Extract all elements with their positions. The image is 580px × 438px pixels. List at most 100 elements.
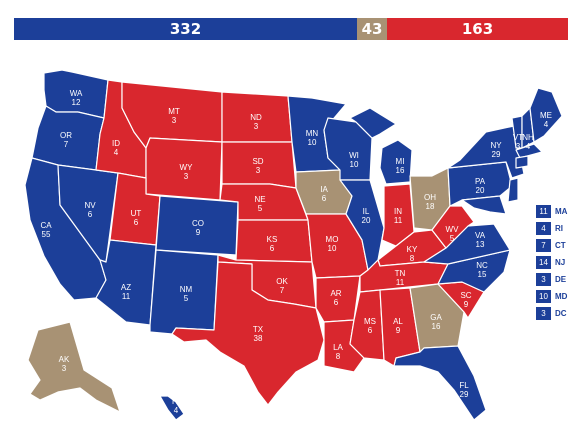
state-ev-ca: 55 <box>42 230 51 239</box>
legend-ev-box: 10 <box>536 290 551 303</box>
state-ev-ia: 6 <box>322 194 327 203</box>
legend-state-code: CT <box>555 241 566 250</box>
legend-ev-box: 14 <box>536 256 551 269</box>
state-label-ca: CA <box>40 221 52 230</box>
legend-state-code: NJ <box>555 258 566 267</box>
state-ev-ak: 3 <box>62 364 67 373</box>
state-label-nd: ND <box>250 113 262 122</box>
state-ev-hi: 4 <box>174 406 179 415</box>
state-ak[interactable] <box>27 321 121 413</box>
state-label-sd: SD <box>252 157 263 166</box>
tally-tossup: 43 <box>357 18 387 40</box>
state-ev-va: 13 <box>476 240 485 249</box>
state-ev-nv: 6 <box>88 210 93 219</box>
state-me[interactable] <box>529 87 563 143</box>
state-hi[interactable] <box>159 395 185 421</box>
state-ev-tn: 11 <box>396 278 405 287</box>
state-label-il: IL <box>363 207 370 216</box>
state-ev-co: 9 <box>196 228 201 237</box>
state-ev-pa: 20 <box>476 186 485 195</box>
state-label-mn: MN <box>306 129 319 138</box>
small-states-legend: 11 MA 4 RI 7 CT 14 NJ 3 DE 10 MD 3 DC <box>536 204 567 323</box>
state-label-ms: MS <box>364 317 376 326</box>
state-ev-ar: 6 <box>334 298 339 307</box>
state-label-vt: VT <box>513 133 523 142</box>
state-ev-wy: 3 <box>184 172 189 181</box>
state-label-al: AL <box>393 317 403 326</box>
state-label-ut: UT <box>131 209 142 218</box>
state-ev-nm: 5 <box>184 294 189 303</box>
state-label-mt: MT <box>168 107 180 116</box>
legend-ev-box: 3 <box>536 307 551 320</box>
state-ma[interactable] <box>515 143 543 159</box>
state-ev-ky: 8 <box>410 254 415 263</box>
legend-row-ma[interactable]: 11 MA <box>536 204 567 219</box>
state-label-ks: KS <box>267 235 278 244</box>
state-label-ky: KY <box>407 245 418 254</box>
state-tx[interactable] <box>171 261 325 406</box>
state-ev-mi: 16 <box>396 166 405 175</box>
state-ev-ms: 6 <box>368 326 373 335</box>
state-label-sc: SC <box>460 291 471 300</box>
state-ev-il: 20 <box>362 216 371 225</box>
electoral-tally-bar: 332 43 163 <box>14 18 568 40</box>
state-ev-wv: 5 <box>450 234 455 243</box>
state-label-ny: NY <box>490 141 502 150</box>
state-label-wv: WV <box>446 225 460 234</box>
state-label-ok: OK <box>276 277 288 286</box>
tally-rep: 163 <box>387 18 568 40</box>
legend-state-code: MD <box>555 292 568 301</box>
state-label-ne: NE <box>254 195 265 204</box>
state-md[interactable] <box>461 195 507 215</box>
state-ev-tx: 38 <box>254 334 263 343</box>
state-ev-ny: 29 <box>492 150 501 159</box>
state-ev-or: 7 <box>64 140 69 149</box>
state-label-va: VA <box>475 231 486 240</box>
state-label-ga: GA <box>430 313 442 322</box>
state-label-pa: PA <box>475 177 486 186</box>
state-ev-la: 8 <box>336 352 341 361</box>
state-ev-wa: 12 <box>72 98 81 107</box>
legend-state-code: MA <box>555 207 568 216</box>
state-label-la: LA <box>333 343 343 352</box>
state-label-ia: IA <box>320 185 328 194</box>
state-label-mo: MO <box>326 235 339 244</box>
state-ev-vt: 3 <box>516 142 521 151</box>
state-ct[interactable] <box>515 155 529 169</box>
legend-row-ri[interactable]: 4 RI <box>536 221 567 236</box>
state-ev-wi: 10 <box>350 160 359 169</box>
state-label-nc: NC <box>476 261 488 270</box>
state-ev-al: 9 <box>396 326 401 335</box>
state-label-co: CO <box>192 219 204 228</box>
legend-row-nj[interactable]: 14 NJ <box>536 255 567 270</box>
legend-ev-box: 7 <box>536 239 551 252</box>
legend-row-ct[interactable]: 7 CT <box>536 238 567 253</box>
state-ev-me: 4 <box>544 120 549 129</box>
state-nj[interactable] <box>507 177 519 203</box>
state-label-oh: OH <box>424 193 436 202</box>
legend-row-de[interactable]: 3 DE <box>536 272 567 287</box>
state-label-tn: TN <box>395 269 406 278</box>
state-fl[interactable] <box>393 345 487 421</box>
legend-row-md[interactable]: 10 MD <box>536 289 567 304</box>
state-label-or: OR <box>60 131 72 140</box>
state-label-wa: WA <box>70 89 83 98</box>
state-label-fl: FL <box>459 381 469 390</box>
legend-ev-box: 11 <box>536 205 551 218</box>
state-wy[interactable] <box>145 137 223 201</box>
state-ev-mo: 10 <box>328 244 337 253</box>
state-ev-ut: 6 <box>134 218 139 227</box>
state-label-nm: NM <box>180 285 193 294</box>
state-ev-nd: 3 <box>254 122 259 131</box>
state-label-hi: HI <box>172 397 180 406</box>
state-label-az: AZ <box>121 283 131 292</box>
state-ev-nc: 15 <box>478 270 487 279</box>
state-ev-nh: 4 <box>526 142 531 151</box>
state-label-tx: TX <box>253 325 264 334</box>
legend-row-dc[interactable]: 3 DC <box>536 306 567 321</box>
state-label-id: ID <box>112 139 120 148</box>
state-ev-mt: 3 <box>172 116 177 125</box>
state-label-me: ME <box>540 111 552 120</box>
state-ny[interactable] <box>447 125 525 179</box>
